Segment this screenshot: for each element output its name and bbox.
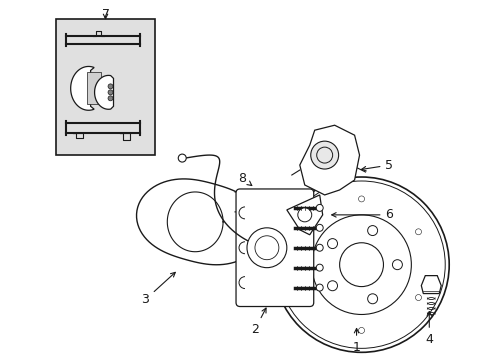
Polygon shape — [286, 195, 322, 235]
Polygon shape — [71, 67, 94, 110]
Polygon shape — [86, 72, 101, 104]
Bar — [56, 19, 155, 155]
Circle shape — [108, 90, 113, 95]
Circle shape — [108, 84, 113, 89]
Text: 7: 7 — [102, 8, 109, 21]
Polygon shape — [94, 75, 113, 109]
Text: 8: 8 — [238, 171, 251, 185]
Circle shape — [297, 208, 311, 222]
Circle shape — [316, 284, 323, 291]
Circle shape — [316, 244, 323, 251]
Circle shape — [108, 96, 113, 101]
Circle shape — [273, 177, 448, 352]
Circle shape — [310, 141, 338, 169]
Text: 2: 2 — [250, 308, 265, 336]
Circle shape — [246, 228, 286, 268]
Polygon shape — [299, 125, 359, 195]
Circle shape — [327, 281, 337, 291]
Text: 1: 1 — [352, 328, 360, 354]
Circle shape — [367, 294, 377, 304]
Circle shape — [327, 239, 337, 248]
Circle shape — [339, 243, 383, 287]
Text: 3: 3 — [141, 273, 175, 306]
Polygon shape — [421, 276, 440, 293]
Circle shape — [178, 154, 186, 162]
Circle shape — [316, 204, 323, 211]
Circle shape — [316, 264, 323, 271]
Circle shape — [392, 260, 402, 270]
Text: 6: 6 — [331, 208, 392, 221]
Circle shape — [316, 224, 323, 231]
Circle shape — [367, 226, 377, 235]
Text: 5: 5 — [361, 158, 393, 172]
Text: 4: 4 — [425, 311, 432, 346]
FancyBboxPatch shape — [236, 189, 313, 306]
